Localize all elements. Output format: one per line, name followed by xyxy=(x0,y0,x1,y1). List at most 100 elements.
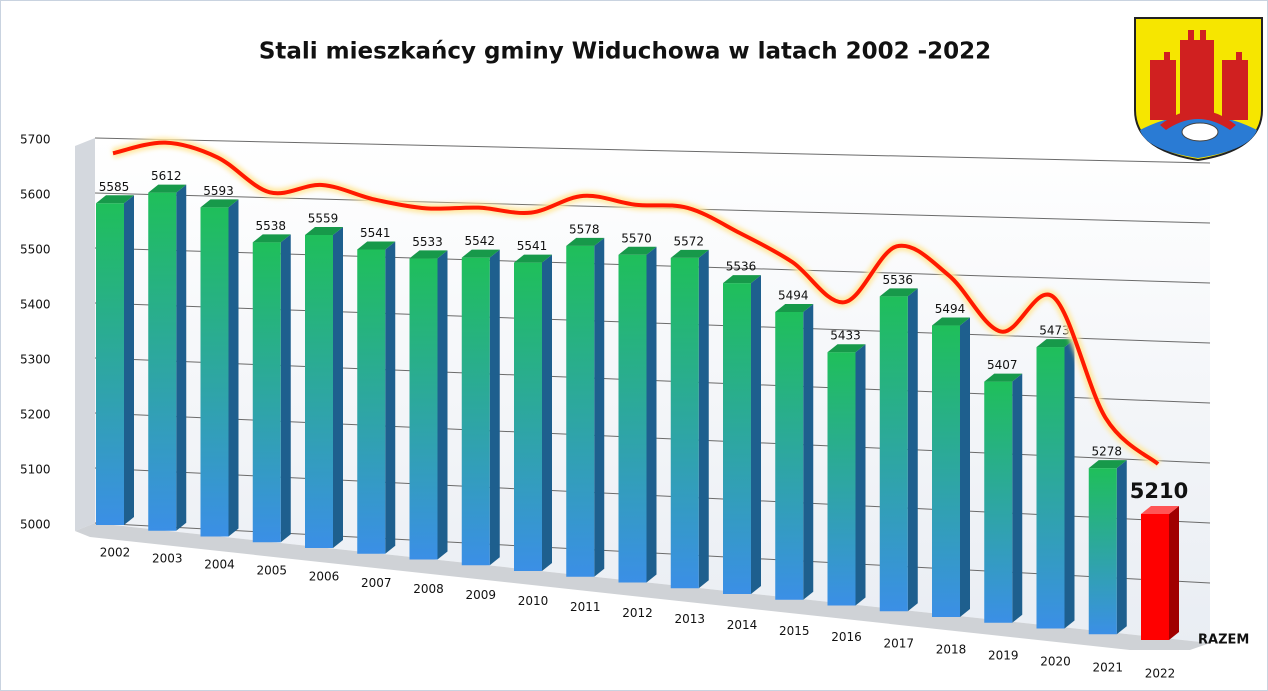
bar xyxy=(1036,339,1075,629)
x-tick-label: 2019 xyxy=(988,648,1019,662)
bars: 5585 5612 5593 5538 5559 5541 5533 5542 5541 5578… xyxy=(96,169,1188,640)
bar xyxy=(984,373,1023,623)
bar xyxy=(932,317,970,617)
bar-front xyxy=(879,296,908,612)
x-tick-label: 2020 xyxy=(1040,654,1071,668)
depth-label: RAZEM xyxy=(1198,633,1249,648)
bar xyxy=(200,199,239,537)
x-tick-label: 2002 xyxy=(100,546,131,560)
bar xyxy=(566,237,605,577)
bar-side xyxy=(489,249,500,566)
value-label: 5210 xyxy=(1130,479,1188,503)
bar xyxy=(618,246,657,583)
y-tick-label: 5000 xyxy=(20,518,51,532)
bar xyxy=(879,288,918,612)
bar-top xyxy=(1036,339,1075,348)
value-label: 5533 xyxy=(412,235,443,249)
bar-front xyxy=(200,207,229,537)
bar-top xyxy=(514,254,552,263)
bar-side xyxy=(1064,339,1075,629)
bar-front xyxy=(1088,468,1117,635)
value-label: 5407 xyxy=(987,358,1018,372)
bar-front xyxy=(566,245,595,577)
value-label: 5541 xyxy=(517,239,548,253)
bar-side xyxy=(698,249,709,589)
bar-front xyxy=(252,242,281,543)
x-tick-label: 2013 xyxy=(674,612,705,626)
x-tick-label: 2007 xyxy=(361,576,392,590)
bar xyxy=(148,184,187,531)
bar-top xyxy=(984,373,1023,382)
bar-front xyxy=(775,311,804,600)
bar-top xyxy=(96,195,134,204)
bar-front xyxy=(305,234,333,548)
bar-side xyxy=(385,241,396,554)
value-label: 5494 xyxy=(935,302,966,316)
bar-side xyxy=(960,317,970,617)
y-tick-label: 5100 xyxy=(20,463,51,477)
bar-side xyxy=(437,250,448,560)
bar-front xyxy=(723,283,751,594)
bar-top xyxy=(879,288,918,297)
value-label: 5542 xyxy=(464,234,495,248)
bar-top xyxy=(618,246,657,255)
value-label: 5536 xyxy=(882,273,913,287)
y-tick-label: 5300 xyxy=(20,353,51,367)
bar-top xyxy=(409,250,448,259)
bar-front xyxy=(357,249,386,554)
value-label: 5585 xyxy=(99,180,130,194)
bar-top xyxy=(723,275,761,284)
bar xyxy=(514,254,552,571)
bar xyxy=(461,249,500,566)
bar-side xyxy=(333,226,343,548)
bar-side xyxy=(228,199,239,537)
bar-top xyxy=(1088,460,1127,469)
x-tick-label: 2015 xyxy=(779,624,810,638)
bar-top xyxy=(305,226,343,235)
x-tick-label: 2008 xyxy=(413,582,444,596)
bar-front xyxy=(461,257,490,566)
bar-top xyxy=(357,241,396,250)
bar-side xyxy=(124,195,134,525)
x-tick-label: 2017 xyxy=(883,636,914,650)
bar xyxy=(827,344,866,606)
grid-line xyxy=(94,137,1211,164)
bar-front xyxy=(1036,347,1065,629)
bar xyxy=(1141,506,1179,640)
chart-title: Stali mieszkańcy gminy Widuchowa w latac… xyxy=(259,39,991,65)
x-tick-label: 2014 xyxy=(727,618,758,632)
bar-front xyxy=(618,254,647,583)
x-tick-label: 2021 xyxy=(1092,660,1123,674)
bar-side xyxy=(803,303,814,600)
y-tick-label: 5200 xyxy=(20,408,51,422)
bar-top xyxy=(775,303,814,312)
x-tick-label: 2009 xyxy=(465,588,496,602)
bar-top xyxy=(1141,506,1179,514)
bar-front xyxy=(514,262,542,571)
bar xyxy=(409,250,448,560)
value-label: 5593 xyxy=(203,184,234,198)
x-tick-label: 2004 xyxy=(204,558,235,572)
bar-top xyxy=(932,317,970,326)
bar-top xyxy=(461,249,500,258)
bar xyxy=(775,303,814,600)
bar xyxy=(305,226,343,548)
x-tick-label: 2005 xyxy=(256,564,287,578)
x-tick-label: 2016 xyxy=(831,630,862,644)
bar xyxy=(357,241,396,554)
bar-top xyxy=(566,237,605,246)
bar-side xyxy=(646,246,657,583)
value-label: 5572 xyxy=(673,234,704,248)
value-label: 5433 xyxy=(830,329,861,343)
value-label: 5612 xyxy=(151,169,182,183)
value-label: 5578 xyxy=(569,222,600,236)
bar xyxy=(96,195,134,525)
bar-front xyxy=(827,352,856,606)
x-tick-label: 2011 xyxy=(570,600,601,614)
bar-side xyxy=(855,344,866,606)
bar-side xyxy=(594,237,605,577)
value-label: 5541 xyxy=(360,226,391,240)
value-label: 5536 xyxy=(726,260,757,274)
bar xyxy=(1088,460,1127,635)
y-tick-label: 5500 xyxy=(20,243,51,257)
